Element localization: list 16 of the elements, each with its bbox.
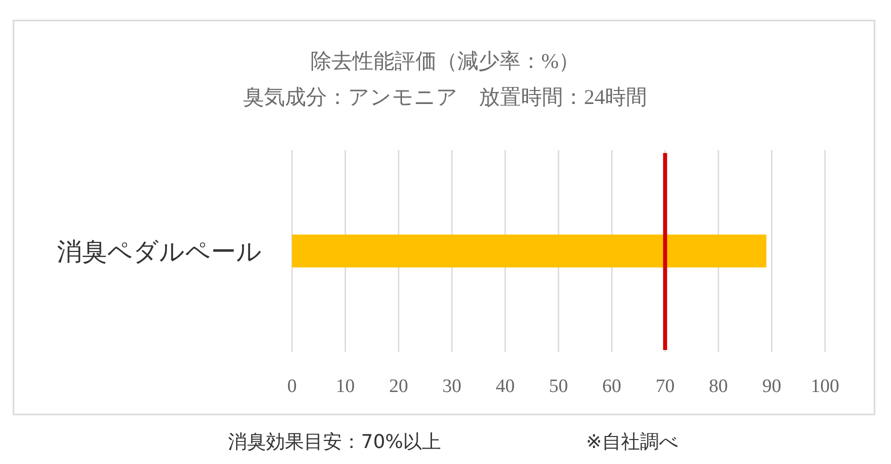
- x-tick-label: 40: [496, 376, 515, 397]
- text: 消臭効果目安：70%以上: [228, 431, 442, 453]
- chart-subtitle: 臭気成分：アンモニア 放置時間：24時間: [243, 85, 647, 109]
- y-tick-label: 消臭ペダルペール: [57, 239, 262, 266]
- x-tick-label: 90: [762, 376, 782, 397]
- chart-title: 除去性能評価（減少率：%）: [310, 49, 580, 73]
- text: ※自社調べ: [586, 431, 678, 453]
- x-tick-label: 80: [708, 376, 728, 397]
- x-tick-label: 70: [656, 376, 675, 397]
- x-tick-label: 30: [442, 376, 462, 397]
- x-tick-label: 60: [602, 376, 622, 397]
- x-tick-label: 0: [287, 376, 297, 397]
- x-tick-label: 10: [336, 376, 355, 397]
- x-tick-label: 100: [810, 376, 840, 397]
- x-tick-label: 50: [549, 376, 568, 397]
- x-tick-label: 20: [389, 376, 408, 397]
